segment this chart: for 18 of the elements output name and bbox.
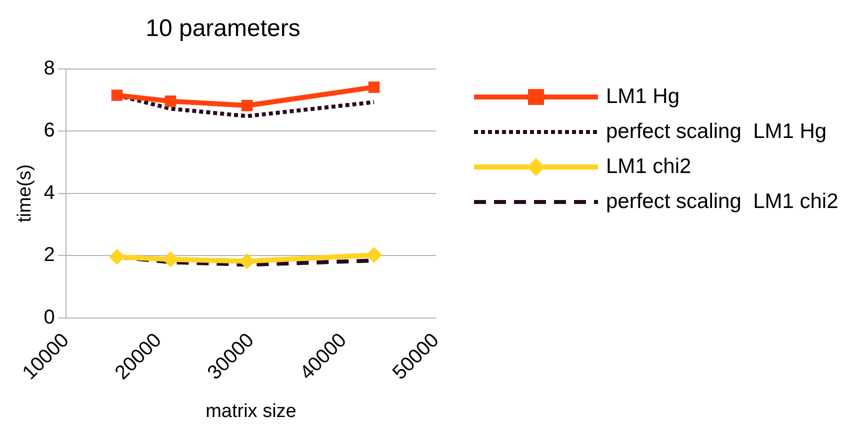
y-tick-label: 2 [44, 244, 55, 266]
point [108, 248, 125, 265]
y-tick-label: 8 [44, 57, 55, 80]
point [241, 100, 253, 112]
point [366, 247, 382, 264]
point [164, 96, 176, 107]
text: perfect scaling LM1 chi2 [606, 189, 838, 214]
point [368, 82, 380, 93]
text: perfect scaling LM1 Hg [606, 119, 827, 144]
y-tick-label: 4 [44, 182, 55, 204]
text: LM1 chi2 [606, 154, 692, 179]
y-tick-label: 6 [44, 120, 55, 142]
chart-title: 10 parameters [146, 15, 300, 42]
y-tick-label: 0 [44, 306, 55, 328]
text: LM1 Hg [606, 84, 680, 109]
y-axis-title: time(s) [14, 164, 36, 222]
point [111, 90, 123, 101]
x-axis-title: matrix size [206, 400, 296, 422]
